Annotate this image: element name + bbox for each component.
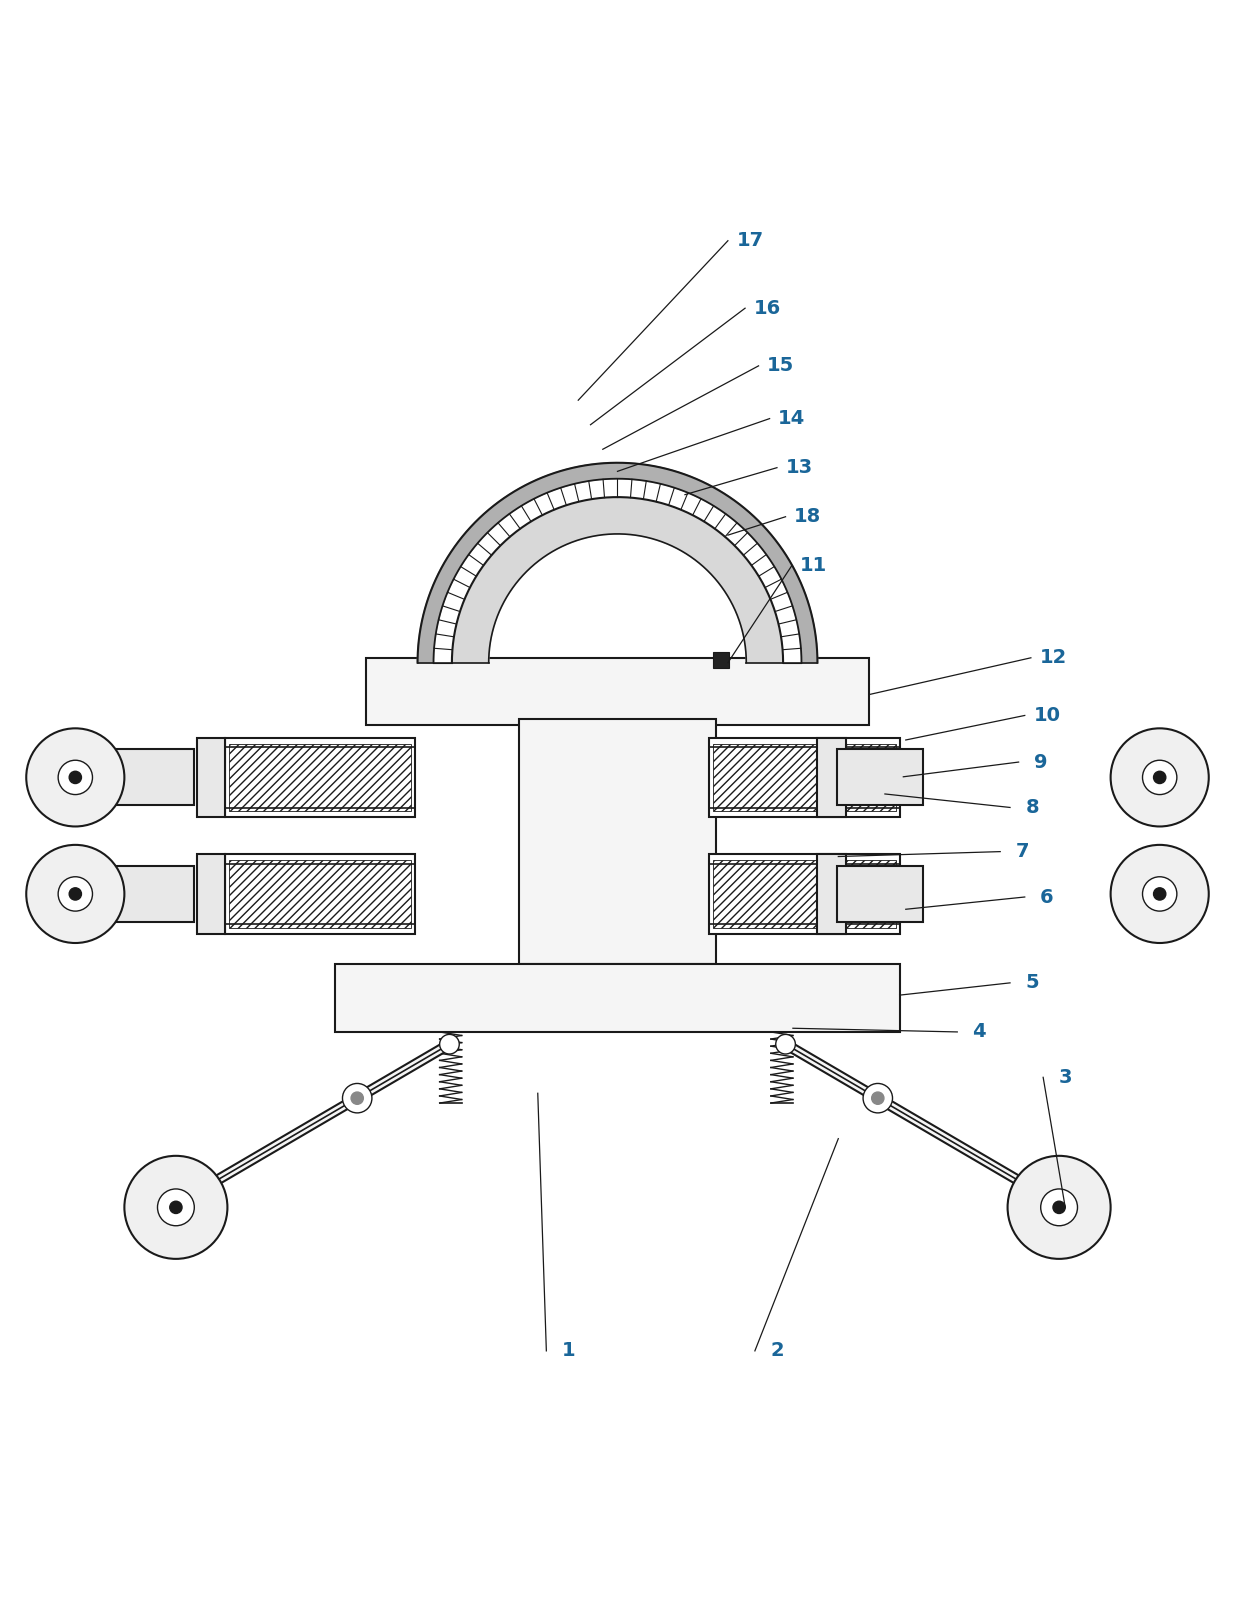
Polygon shape (417, 462, 818, 663)
Circle shape (169, 1201, 182, 1214)
Circle shape (69, 887, 82, 900)
Text: 18: 18 (794, 507, 821, 526)
Bar (366, 658, 869, 725)
Bar (196, 853, 225, 934)
Text: 10: 10 (1034, 705, 1061, 724)
Circle shape (1008, 1156, 1110, 1259)
Circle shape (125, 1156, 227, 1259)
Circle shape (440, 1034, 459, 1055)
Circle shape (1153, 887, 1166, 900)
Bar (709, 853, 899, 934)
Bar (818, 737, 846, 818)
Text: 16: 16 (753, 299, 781, 317)
Circle shape (342, 1084, 372, 1113)
Circle shape (69, 771, 82, 784)
Bar (818, 853, 846, 934)
Bar (225, 853, 415, 934)
Text: 4: 4 (972, 1022, 987, 1042)
Circle shape (1142, 760, 1177, 795)
Text: 5: 5 (1025, 974, 1039, 992)
Text: 17: 17 (736, 232, 763, 250)
Polygon shape (433, 478, 802, 663)
Bar (109, 750, 194, 805)
Circle shape (26, 845, 125, 943)
Text: 7: 7 (1015, 842, 1029, 861)
Bar (196, 737, 225, 818)
Circle shape (1153, 771, 1166, 784)
Bar (109, 866, 194, 923)
Bar (837, 750, 923, 805)
Circle shape (1053, 1201, 1066, 1214)
Circle shape (776, 1034, 795, 1055)
Bar (713, 652, 729, 668)
Circle shape (351, 1092, 363, 1104)
Text: 12: 12 (1040, 649, 1067, 667)
Bar (520, 720, 715, 964)
Circle shape (863, 1084, 893, 1113)
Bar (228, 744, 411, 811)
Text: 2: 2 (771, 1341, 784, 1360)
Bar (228, 860, 411, 927)
Circle shape (1110, 845, 1209, 943)
Bar (713, 860, 895, 927)
Bar (709, 737, 899, 818)
Circle shape (158, 1188, 194, 1225)
Text: 1: 1 (562, 1341, 576, 1360)
Circle shape (872, 1092, 884, 1104)
Text: 9: 9 (1034, 752, 1047, 771)
Circle shape (1142, 877, 1177, 911)
Text: 15: 15 (767, 356, 794, 375)
Bar (713, 744, 895, 811)
Circle shape (58, 877, 93, 911)
Text: 8: 8 (1025, 799, 1039, 816)
Text: 6: 6 (1040, 887, 1053, 906)
Bar (837, 866, 923, 923)
Text: 11: 11 (800, 557, 827, 575)
Polygon shape (452, 497, 783, 663)
Circle shape (58, 760, 93, 795)
Text: 14: 14 (778, 409, 805, 428)
Polygon shape (417, 462, 818, 663)
Bar (225, 737, 415, 818)
Text: 3: 3 (1058, 1067, 1072, 1087)
Circle shape (1041, 1188, 1077, 1225)
Bar (336, 964, 899, 1032)
Text: 13: 13 (785, 459, 813, 477)
Circle shape (26, 728, 125, 826)
Circle shape (1110, 728, 1209, 826)
